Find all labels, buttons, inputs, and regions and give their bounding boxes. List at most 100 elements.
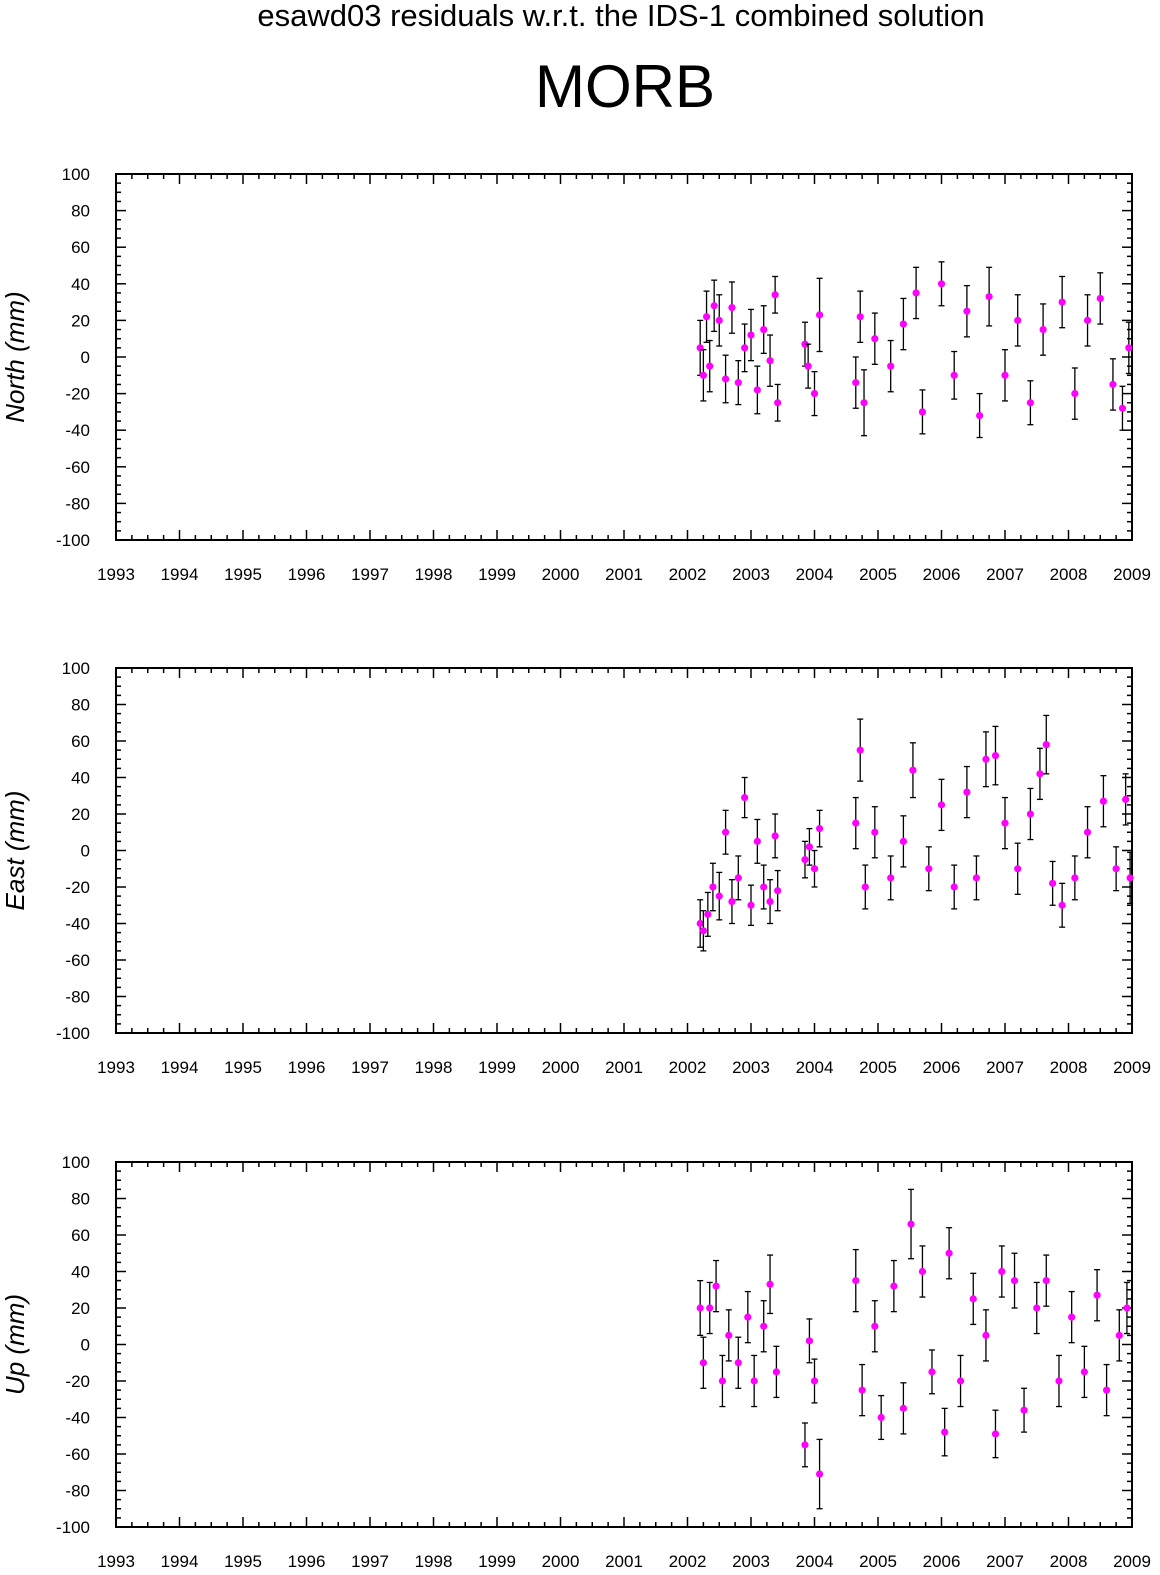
north-data-point (1014, 316, 1022, 324)
up-x-tick-label: 2003 (732, 1552, 770, 1571)
north-data-point (1118, 404, 1127, 412)
north-y-tick-label: 60 (71, 238, 90, 257)
north-data-point (728, 303, 736, 312)
north-data-point (887, 362, 895, 370)
north-data-point (771, 291, 779, 299)
up-y-tick-label: 100 (62, 1153, 90, 1172)
up-data-point (1010, 1277, 1019, 1285)
east-data-point (1058, 901, 1066, 909)
north-data-point (1026, 399, 1034, 407)
up-data-point (712, 1282, 720, 1290)
north-data-point (856, 313, 864, 321)
up-x-tick-label: 2008 (1050, 1552, 1088, 1571)
north-data-point (899, 320, 908, 328)
up-data-point (858, 1386, 866, 1394)
up-data-point (1033, 1304, 1041, 1312)
east-data-point (991, 752, 1000, 760)
north-data-point (871, 335, 879, 343)
north-y-tick-label: -60 (65, 458, 90, 477)
east-y-tick-label: -20 (65, 878, 90, 897)
east-x-tick-label: 1997 (351, 1058, 389, 1077)
east-data-point (856, 746, 864, 754)
up-data-point (725, 1331, 733, 1339)
up-x-tick-label: 1996 (288, 1552, 326, 1571)
east-data-point (805, 843, 814, 851)
up-data-point (969, 1295, 977, 1303)
east-data-point (1042, 741, 1050, 749)
north-data-point (810, 390, 819, 398)
east-y-tick-label: 80 (71, 696, 90, 715)
east-x-tick-label: 1995 (224, 1058, 262, 1077)
up-data-point (998, 1267, 1006, 1276)
north-data-point (699, 371, 707, 379)
north-panel: 100 80 60 40 20 0 -20 -40 -60 -80 -100 1993 1994 1995… (0, 165, 1151, 584)
up-data-point (956, 1377, 965, 1385)
north-x-tick-label: 2005 (859, 565, 897, 584)
east-data-point (887, 874, 895, 882)
east-plot-frame (115, 667, 1133, 1034)
up-y-tick-label: 0 (81, 1336, 90, 1355)
east-data-point (734, 874, 742, 882)
north-data-point (918, 408, 927, 416)
north-data-point (985, 293, 993, 301)
up-data-point (1068, 1313, 1076, 1321)
east-x-tick-label: 1994 (161, 1058, 199, 1077)
up-data-point (871, 1322, 879, 1330)
up-data-point (815, 1470, 824, 1478)
east-y-tick-label: 0 (81, 842, 90, 861)
north-x-tick-label: 1994 (161, 565, 199, 584)
up-x-tick-label: 2007 (986, 1552, 1024, 1571)
east-x-tick-label: 1996 (288, 1058, 326, 1077)
north-plot-frame (115, 173, 1133, 541)
up-data-point (805, 1337, 814, 1345)
north-y-tick-label: -20 (65, 385, 90, 404)
north-x-tick-label: 1999 (478, 565, 516, 584)
north-x-tick-label: 1996 (288, 565, 326, 584)
east-x-tick-label: 2007 (986, 1058, 1024, 1077)
north-x-tick-label: 2002 (669, 565, 707, 584)
east-data-point (950, 883, 958, 891)
up-x-tick-label: 2004 (796, 1552, 834, 1571)
up-data-point (899, 1404, 908, 1412)
east-data-point (728, 898, 736, 906)
east-data-point (937, 801, 946, 809)
north-data-point (937, 280, 946, 288)
north-x-tick-label: 2008 (1050, 565, 1088, 584)
north-x-tick-label: 1997 (351, 565, 389, 584)
east-data-point (1026, 810, 1034, 818)
north-data-point (1083, 316, 1092, 324)
up-data-point (928, 1368, 936, 1376)
up-data-point (1093, 1291, 1101, 1299)
east-data-point (696, 919, 704, 928)
east-data-point (815, 825, 824, 833)
east-data-point (861, 883, 869, 891)
north-data-point (976, 411, 984, 420)
north-axis-label: North (mm) (0, 291, 30, 422)
east-y-tick-label: 60 (71, 732, 90, 751)
up-x-tick-label: 2009 (1113, 1552, 1151, 1571)
north-data-point (766, 357, 774, 365)
east-x-tick-label: 2004 (796, 1058, 834, 1077)
north-y-tick-label: 80 (71, 202, 90, 221)
north-x-tick-label: 2009 (1113, 565, 1151, 584)
north-data-point (860, 399, 868, 407)
up-data-point (1103, 1386, 1111, 1394)
east-data-point (774, 887, 782, 895)
east-data-point (1099, 797, 1108, 805)
up-x-tick-label: 1995 (224, 1552, 262, 1571)
north-data-point (1071, 390, 1079, 398)
east-data-point (1071, 874, 1079, 882)
east-data-point (747, 901, 755, 909)
north-y-tick-label: -100 (56, 531, 90, 550)
east-panel: 100 80 60 40 20 0 -20 -40 -60 -80 -100 1993 1994 1995… (0, 659, 1151, 1077)
north-data-point (804, 362, 812, 370)
north-data-point (715, 316, 723, 324)
up-y-tick-label: -80 (65, 1482, 90, 1501)
north-y-tick-label: -40 (65, 421, 90, 440)
east-y-tick-label: -40 (65, 915, 90, 934)
north-data-point (1039, 325, 1047, 334)
north-x-tick-label: 2007 (986, 565, 1024, 584)
up-data-point (760, 1322, 768, 1330)
east-y-tick-label: 20 (71, 805, 90, 824)
north-data-point (1125, 344, 1133, 352)
